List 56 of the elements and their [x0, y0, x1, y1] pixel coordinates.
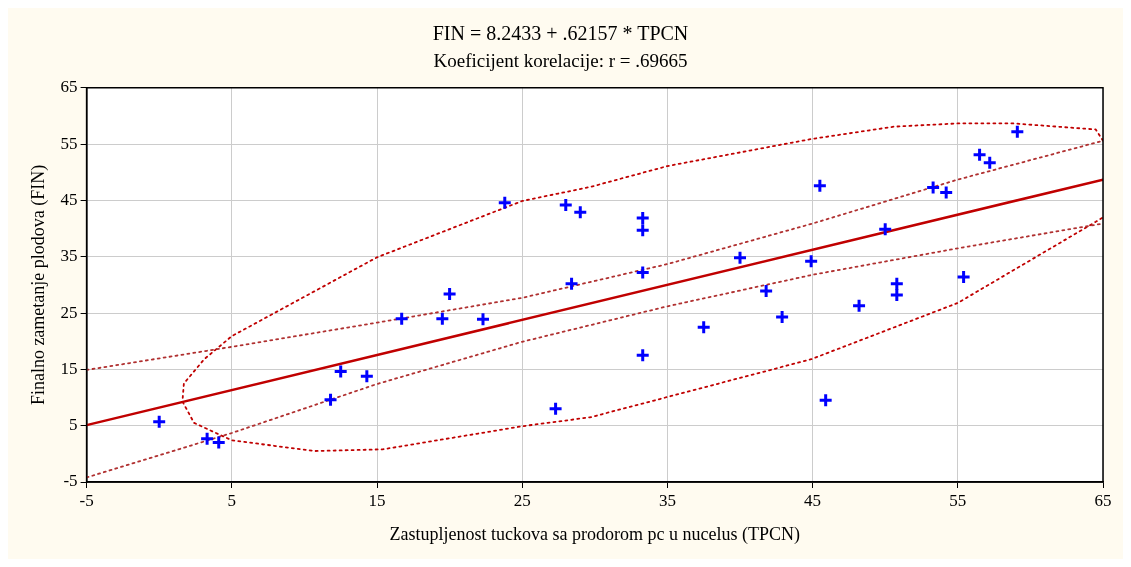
chart-title: FIN = 8.2433 + .62157 * TPCN — [432, 22, 689, 45]
x-tick-label: 65 — [1094, 490, 1112, 510]
point — [818, 392, 834, 408]
point — [323, 392, 339, 408]
point — [151, 414, 167, 430]
point — [803, 253, 819, 269]
point — [564, 276, 580, 292]
x-tick-label: 5 — [227, 490, 237, 510]
x-tick-label: 45 — [804, 490, 822, 510]
y-tick-label: 15 — [60, 358, 78, 378]
line-series — [86, 139, 1103, 371]
point — [558, 197, 574, 213]
point — [889, 287, 905, 303]
y-tick-label: 25 — [60, 302, 78, 322]
point — [333, 364, 349, 380]
x-tick-label: 35 — [658, 490, 676, 510]
y-tick-label: 65 — [60, 77, 78, 97]
point — [434, 311, 450, 327]
x-tick-label: -5 — [79, 490, 94, 510]
y-tick-label: 45 — [60, 189, 78, 209]
point — [394, 311, 410, 327]
y-tick-label: 35 — [60, 246, 78, 266]
point — [635, 222, 651, 238]
chart-subtitle: Koeficijent korelacije: r = .69665 — [433, 50, 688, 72]
line-series — [86, 222, 1103, 479]
x-tick-label: 25 — [513, 490, 531, 510]
point — [956, 269, 972, 285]
y-tick-label: 5 — [69, 415, 78, 435]
point — [774, 309, 790, 325]
point — [851, 298, 867, 314]
point — [696, 319, 712, 335]
point — [442, 286, 458, 302]
point — [758, 283, 774, 299]
point — [925, 179, 941, 195]
point — [199, 431, 215, 447]
point — [548, 401, 564, 417]
point — [475, 311, 491, 327]
point — [938, 185, 954, 201]
point — [732, 250, 748, 266]
y-axis-title: Finalno zametanje plodova (FIN) — [27, 164, 49, 406]
y-tick-label: 55 — [60, 133, 78, 153]
x-tick-label: 15 — [368, 490, 386, 510]
x-tick-label: 55 — [949, 490, 967, 510]
x-axis-title: Zastupljenost tuckova sa prodorom pc u nucelus (TPCN) — [389, 523, 801, 545]
point — [889, 276, 905, 292]
point — [877, 221, 893, 237]
point — [812, 178, 828, 194]
point — [359, 368, 375, 384]
point — [635, 347, 651, 363]
point — [1009, 124, 1025, 140]
point — [211, 435, 227, 451]
y-tick-label: -5 — [63, 471, 78, 491]
point — [635, 210, 651, 226]
point — [572, 204, 588, 220]
point — [497, 195, 513, 211]
point — [635, 265, 651, 281]
